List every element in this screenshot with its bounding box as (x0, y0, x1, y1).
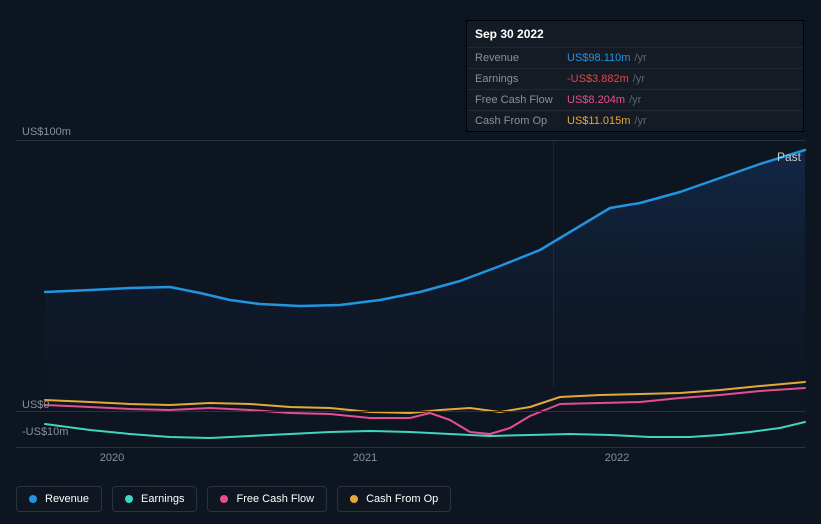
x-axis-label: 2021 (353, 452, 377, 464)
chart-tooltip: Sep 30 2022 RevenueUS$98.110m/yrEarnings… (466, 20, 804, 132)
past-label: Past (777, 150, 801, 164)
tooltip-rows: RevenueUS$98.110m/yrEarnings-US$3.882m/y… (467, 48, 803, 131)
tooltip-row-value: US$98.110m (567, 52, 630, 64)
tooltip-row-label: Free Cash Flow (475, 94, 567, 106)
y-axis-label: -US$10m (22, 426, 68, 438)
tooltip-row-value: -US$3.882m (567, 73, 629, 85)
gridline (16, 447, 805, 448)
tooltip-row-unit: /yr (629, 94, 641, 106)
legend-item[interactable]: Cash From Op (337, 486, 451, 512)
legend-dot-icon (29, 495, 37, 503)
hover-vline (553, 140, 554, 388)
tooltip-row-unit: /yr (634, 115, 646, 127)
legend-dot-icon (220, 495, 228, 503)
tooltip-row-label: Cash From Op (475, 115, 567, 127)
tooltip-row-value: US$11.015m (567, 115, 630, 127)
tooltip-date: Sep 30 2022 (467, 21, 803, 48)
legend-dot-icon (350, 495, 358, 503)
tooltip-row: RevenueUS$98.110m/yr (467, 48, 803, 69)
revenue-area (45, 150, 805, 447)
tooltip-row: Cash From OpUS$11.015m/yr (467, 111, 803, 131)
chart-legend: Revenue Earnings Free Cash Flow Cash From O… (16, 486, 451, 512)
tooltip-row: Free Cash FlowUS$8.204m/yr (467, 90, 803, 111)
legend-item-label: Cash From Op (366, 493, 438, 505)
tooltip-row: Earnings-US$3.882m/yr (467, 69, 803, 90)
legend-item-label: Free Cash Flow (236, 493, 314, 505)
tooltip-row-label: Revenue (475, 52, 567, 64)
y-axis-label: US$100m (22, 126, 71, 138)
tooltip-row-label: Earnings (475, 73, 567, 85)
x-axis-label: 2020 (100, 452, 124, 464)
legend-item[interactable]: Free Cash Flow (207, 486, 327, 512)
legend-item[interactable]: Revenue (16, 486, 102, 512)
tooltip-row-value: US$8.204m (567, 94, 625, 106)
legend-item-label: Earnings (141, 493, 184, 505)
legend-item[interactable]: Earnings (112, 486, 197, 512)
tooltip-row-unit: /yr (633, 73, 645, 85)
y-axis-label: US$0 (22, 399, 50, 411)
tooltip-row-unit: /yr (634, 52, 646, 64)
legend-item-label: Revenue (45, 493, 89, 505)
legend-dot-icon (125, 495, 133, 503)
gridline (16, 140, 805, 141)
x-axis-label: 2022 (605, 452, 629, 464)
gridline (16, 411, 805, 412)
